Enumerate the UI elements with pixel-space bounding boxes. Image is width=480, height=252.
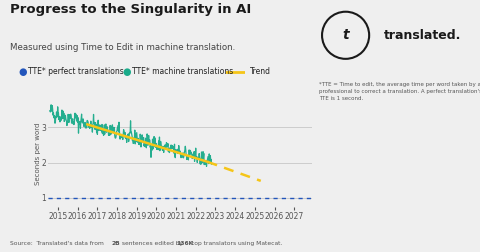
Text: TTE* machine translations: TTE* machine translations [132, 67, 233, 76]
Text: ●: ● [18, 67, 27, 77]
Y-axis label: Seconds per word: Seconds per word [35, 122, 41, 185]
Text: top translators using Matecat.: top translators using Matecat. [190, 241, 282, 246]
Text: t: t [342, 28, 349, 42]
Text: Measured using Time to Edit in machine translation.: Measured using Time to Edit in machine t… [10, 43, 235, 52]
Text: TTE* perfect translations: TTE* perfect translations [28, 67, 123, 76]
Text: 2B: 2B [111, 241, 120, 246]
Text: Trend: Trend [250, 67, 271, 76]
Text: *TTE = Time to edit, the average time per word taken by a
professional to correc: *TTE = Time to edit, the average time pe… [319, 82, 480, 101]
Text: Source:  Translated's data from: Source: Translated's data from [10, 241, 105, 246]
Text: 136K: 136K [177, 241, 194, 246]
Text: translated.: translated. [384, 29, 461, 42]
Text: Progress to the Singularity in AI: Progress to the Singularity in AI [10, 3, 251, 16]
Text: ●: ● [122, 67, 131, 77]
Text: sentences edited by: sentences edited by [120, 241, 185, 246]
